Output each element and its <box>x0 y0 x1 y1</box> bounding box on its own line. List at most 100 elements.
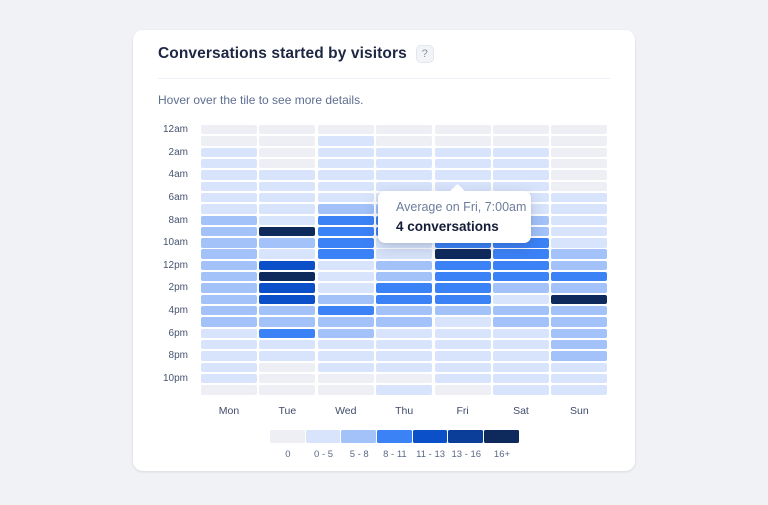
heatmap-tile[interactable] <box>376 181 433 191</box>
heatmap-tile[interactable] <box>317 136 374 146</box>
heatmap-tile[interactable] <box>317 192 374 203</box>
heatmap-tile[interactable] <box>551 260 608 271</box>
heatmap-tile[interactable] <box>317 158 374 169</box>
heatmap-tile[interactable] <box>376 136 433 146</box>
heatmap-tile[interactable] <box>201 351 257 361</box>
heatmap-tile[interactable] <box>434 328 491 339</box>
heatmap-tile[interactable] <box>376 339 433 350</box>
heatmap-tile[interactable] <box>201 125 257 135</box>
heatmap-tile[interactable] <box>259 215 316 225</box>
heatmap-tile[interactable] <box>259 147 316 158</box>
heatmap-tile[interactable] <box>551 215 608 225</box>
heatmap-tile[interactable] <box>201 192 257 203</box>
heatmap-tile[interactable] <box>201 147 257 158</box>
heatmap-tile[interactable] <box>259 170 316 180</box>
heatmap-tile[interactable] <box>551 272 608 282</box>
heatmap-tile[interactable] <box>434 362 491 372</box>
heatmap-tile[interactable] <box>259 317 316 327</box>
heatmap-tile[interactable] <box>492 181 549 191</box>
heatmap-tile[interactable] <box>492 351 549 361</box>
heatmap-tile[interactable] <box>317 204 374 214</box>
heatmap-tile[interactable] <box>376 272 433 282</box>
heatmap-tile[interactable] <box>492 362 549 372</box>
heatmap-tile[interactable] <box>376 283 433 293</box>
heatmap-tile[interactable] <box>201 181 257 191</box>
heatmap-tile[interactable] <box>492 125 549 135</box>
heatmap-tile[interactable] <box>551 339 608 350</box>
heatmap-tile[interactable] <box>317 272 374 282</box>
heatmap-tile[interactable] <box>317 147 374 158</box>
heatmap-tile[interactable] <box>492 328 549 339</box>
heatmap-tile[interactable] <box>201 204 257 214</box>
heatmap-tile[interactable] <box>317 362 374 372</box>
heatmap-tile[interactable] <box>551 181 608 191</box>
heatmap-tile[interactable] <box>376 158 433 169</box>
heatmap-tile[interactable] <box>317 249 374 259</box>
heatmap-tile[interactable] <box>259 125 316 135</box>
heatmap-tile[interactable] <box>259 226 316 237</box>
heatmap-tile[interactable] <box>551 351 608 361</box>
heatmap-tile[interactable] <box>376 125 433 135</box>
heatmap-tile[interactable] <box>201 260 257 271</box>
heatmap-tile[interactable] <box>317 215 374 225</box>
heatmap-tile[interactable] <box>551 238 608 248</box>
heatmap-tile[interactable] <box>259 192 316 203</box>
heatmap-tile[interactable] <box>317 238 374 248</box>
heatmap-tile[interactable] <box>201 373 257 384</box>
heatmap-tile[interactable] <box>201 136 257 146</box>
heatmap-tile[interactable] <box>376 373 433 384</box>
heatmap-tile[interactable] <box>434 125 491 135</box>
heatmap-tile[interactable] <box>551 362 608 372</box>
heatmap-tile[interactable] <box>259 362 316 372</box>
heatmap-tile[interactable] <box>201 306 257 316</box>
heatmap-tile[interactable] <box>434 181 491 191</box>
heatmap-tile[interactable] <box>259 373 316 384</box>
heatmap-tile[interactable] <box>201 158 257 169</box>
heatmap-tile[interactable] <box>492 136 549 146</box>
heatmap-tile[interactable] <box>551 373 608 384</box>
heatmap-tile[interactable] <box>317 260 374 271</box>
heatmap-tile[interactable] <box>551 204 608 214</box>
heatmap-tile[interactable] <box>376 260 433 271</box>
heatmap-tile[interactable] <box>551 385 608 395</box>
heatmap-tile[interactable] <box>434 249 491 259</box>
heatmap-tile[interactable] <box>376 351 433 361</box>
heatmap-tile[interactable] <box>317 283 374 293</box>
heatmap-tile[interactable] <box>492 306 549 316</box>
heatmap-tile[interactable] <box>201 328 257 339</box>
heatmap-tile[interactable] <box>492 294 549 305</box>
heatmap-tile[interactable] <box>551 294 608 305</box>
heatmap-tile[interactable] <box>317 306 374 316</box>
heatmap-tile[interactable] <box>259 294 316 305</box>
heatmap-tile[interactable] <box>317 385 374 395</box>
heatmap-tile[interactable] <box>376 385 433 395</box>
heatmap-tile[interactable] <box>551 125 608 135</box>
heatmap-tile[interactable] <box>259 238 316 248</box>
heatmap-tile[interactable] <box>259 204 316 214</box>
heatmap-tile[interactable] <box>492 385 549 395</box>
heatmap-tile[interactable] <box>259 328 316 339</box>
heatmap-tile[interactable] <box>376 294 433 305</box>
heatmap-tile[interactable] <box>434 385 491 395</box>
heatmap-tile[interactable] <box>317 226 374 237</box>
heatmap-tile[interactable] <box>492 317 549 327</box>
heatmap-tile[interactable] <box>201 294 257 305</box>
heatmap-tile[interactable] <box>492 260 549 271</box>
heatmap-tile[interactable] <box>434 170 491 180</box>
heatmap-tile[interactable] <box>376 362 433 372</box>
heatmap-tile[interactable] <box>492 147 549 158</box>
heatmap-tile[interactable] <box>259 351 316 361</box>
heatmap-tile[interactable] <box>551 170 608 180</box>
heatmap-tile[interactable] <box>376 147 433 158</box>
heatmap-tile[interactable] <box>259 306 316 316</box>
heatmap-tile[interactable] <box>434 272 491 282</box>
heatmap-tile[interactable] <box>317 294 374 305</box>
heatmap-tile[interactable] <box>551 147 608 158</box>
heatmap-tile[interactable] <box>259 249 316 259</box>
heatmap-tile[interactable] <box>551 158 608 169</box>
heatmap-tile[interactable] <box>434 283 491 293</box>
heatmap-tile[interactable] <box>259 283 316 293</box>
heatmap-tile[interactable] <box>317 373 374 384</box>
heatmap-tile[interactable] <box>259 181 316 191</box>
heatmap-tile[interactable] <box>201 362 257 372</box>
